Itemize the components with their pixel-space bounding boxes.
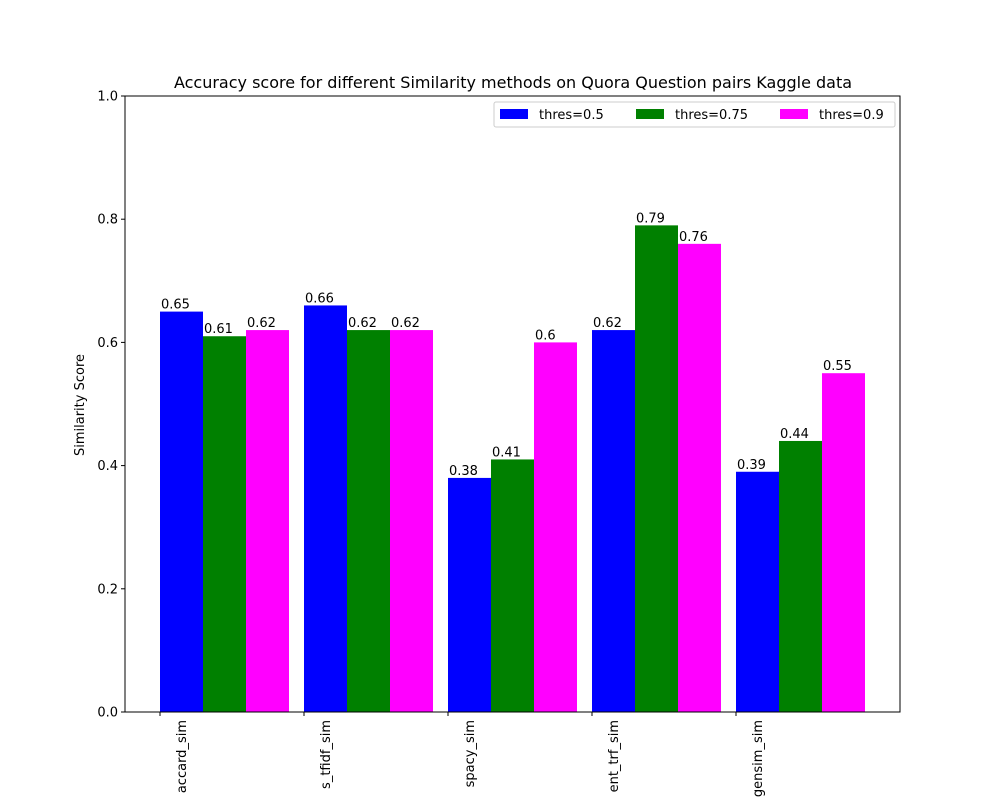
y-tick-label: 0.8	[97, 213, 118, 228]
y-tick-label: 0.6	[97, 336, 118, 351]
x-tick-label: s_tfidf_sim	[319, 720, 334, 789]
data-label: 0.65	[161, 298, 190, 313]
data-label: 0.61	[204, 322, 233, 337]
x-axis: accard_sim s_tfidf_sim spacy_sim ent_trf_si…	[159, 712, 766, 797]
legend-label: thres=0.75	[675, 108, 748, 123]
legend-swatch	[500, 109, 528, 119]
legend-frame	[493, 101, 896, 128]
data-label: 0.76	[679, 230, 708, 245]
data-label: 0.62	[247, 316, 276, 331]
x-tick-label: ent_trf_sim	[607, 720, 622, 792]
legend-label: thres=0.5	[539, 108, 604, 123]
data-label: 0.41	[492, 445, 521, 460]
y-tick-label: 0.2	[97, 582, 118, 597]
data-label: 0.79	[636, 211, 665, 226]
bars-group	[160, 225, 865, 713]
x-tick-label: gensim_sim	[751, 720, 766, 797]
plot-frame	[124, 95, 901, 713]
y-axis-label: Similarity Score	[73, 354, 88, 456]
chart-title: Accuracy score for different Similarity …	[174, 73, 852, 92]
bar	[736, 471, 779, 712]
bar	[592, 330, 635, 712]
legend-swatch	[780, 109, 808, 119]
legend: thres=0.5 thres=0.75 thres=0.9	[493, 101, 896, 128]
bar	[534, 342, 577, 712]
bar	[678, 243, 721, 712]
bar	[390, 330, 433, 712]
data-label: 0.38	[449, 464, 478, 479]
bar	[304, 305, 347, 712]
data-label: 0.6	[535, 328, 556, 343]
legend-label: thres=0.9	[819, 108, 884, 123]
bar	[347, 330, 390, 712]
bar	[822, 373, 865, 712]
bar	[246, 330, 289, 712]
bar	[448, 477, 491, 712]
y-tick-label: 1.0	[97, 90, 118, 105]
bar	[203, 336, 246, 712]
y-axis: 0.0 0.2 0.4 0.6 0.8 1.0	[97, 90, 125, 721]
x-tick-label: accard_sim	[175, 720, 190, 793]
bar	[491, 459, 534, 712]
data-label: 0.55	[823, 359, 852, 374]
data-label: 0.62	[593, 316, 622, 331]
data-label: 0.62	[348, 316, 377, 331]
data-label: 0.62	[391, 316, 420, 331]
bar	[160, 311, 203, 712]
bar	[779, 440, 822, 712]
data-labels-group: 0.65 0.66 0.38 0.62 0.39 0.61 0.62 0.41 0.79 0.44…	[161, 211, 852, 479]
legend-swatch	[636, 109, 664, 119]
y-tick-label: 0.0	[97, 706, 118, 721]
bar	[635, 225, 678, 713]
y-tick-label: 0.4	[97, 459, 118, 474]
data-label: 0.39	[737, 458, 766, 473]
data-label: 0.66	[305, 291, 334, 306]
x-tick-label: spacy_sim	[463, 720, 478, 787]
data-label: 0.44	[780, 427, 809, 442]
